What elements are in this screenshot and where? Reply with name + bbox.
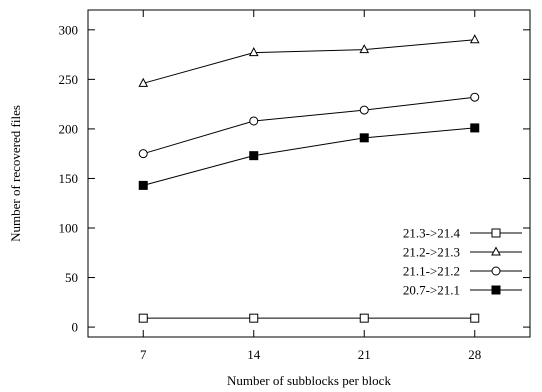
y-tick-label: 50 (65, 270, 78, 285)
data-point-circle (249, 116, 259, 126)
x-tick-label: 28 (468, 347, 481, 362)
x-tick-label: 14 (247, 347, 261, 362)
y-axis-label: Number of recovered files (8, 105, 23, 242)
y-tick-label: 100 (59, 221, 79, 236)
legend-entry: 21.1->21.2 (403, 264, 522, 279)
series-line (143, 39, 475, 84)
plot-area-frame (87, 9, 531, 338)
legend-label: 21.2->21.3 (403, 245, 460, 260)
data-point-triangle (491, 246, 501, 256)
series-line (143, 96, 475, 155)
data-point-circle (470, 92, 480, 102)
legend-entry: 20.7->21.1 (403, 283, 522, 298)
data-point-square (359, 313, 369, 323)
data-point-filled-square (249, 151, 259, 161)
series-line (143, 127, 475, 186)
axis-ticks: 0 50 100 150 200 250 300 7 14 21 28 (59, 10, 530, 362)
x-tick-label: 7 (140, 347, 147, 362)
data-point-filled-square (138, 180, 148, 190)
series-1 (138, 34, 480, 87)
legend-label: 20.7->21.1 (403, 283, 460, 298)
data-point-square (138, 313, 148, 323)
y-tick-label: 150 (59, 171, 79, 186)
data-point-circle (138, 149, 148, 159)
legend-label: 21.1->21.2 (403, 264, 460, 279)
data-point-square (249, 313, 259, 323)
data-point-square (470, 313, 480, 323)
data-point-circle (491, 266, 501, 276)
data-point-filled-square (359, 133, 369, 143)
y-tick-label: 300 (59, 22, 79, 37)
data-point-square (491, 228, 501, 238)
data-point-triangle (359, 44, 370, 54)
legend-entry: 21.2->21.3 (403, 245, 522, 260)
y-tick-label: 250 (59, 72, 79, 87)
data-point-filled-square (491, 285, 501, 295)
data-series (138, 34, 480, 323)
series-3 (138, 123, 480, 190)
legend-entry: 21.3->21.4 (403, 226, 522, 241)
data-point-triangle (469, 34, 480, 44)
series-2 (138, 92, 480, 159)
legend-label: 21.3->21.4 (403, 226, 461, 241)
legend: 21.3->21.4 21.2->21.3 21.1->21.2 20.7->21.1 (403, 226, 522, 298)
data-point-triangle (248, 47, 259, 57)
data-point-filled-square (470, 123, 480, 133)
data-point-triangle (138, 77, 149, 87)
data-point-circle (359, 105, 369, 115)
x-tick-label: 21 (358, 347, 371, 362)
y-tick-label: 0 (72, 320, 79, 335)
series-0 (138, 313, 480, 323)
y-tick-label: 200 (59, 121, 79, 136)
x-axis-label: Number of subblocks per block (227, 373, 391, 388)
